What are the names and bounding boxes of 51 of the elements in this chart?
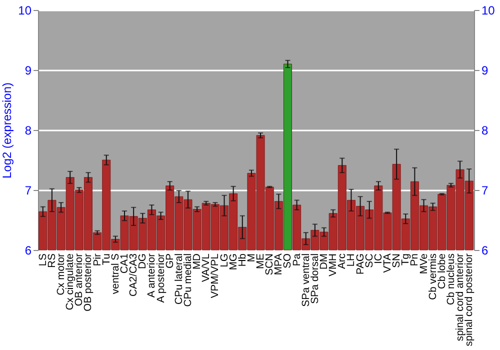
x-tick-label: CPu medial xyxy=(182,254,194,307)
x-tick-label: RS xyxy=(46,253,58,268)
x-tick-label: Cb nucleus xyxy=(446,254,457,306)
x-tick-label: DM xyxy=(319,254,330,270)
x-tick-label: Tu xyxy=(101,253,112,266)
x-tick-label: OB posterior xyxy=(83,252,94,312)
y2-tick-label: 6 xyxy=(482,244,488,258)
x-tick-label: Hb xyxy=(237,253,248,267)
y-tick-label: 10 xyxy=(18,4,32,18)
x-tick-label: spinal cord posterior xyxy=(464,252,476,346)
x-tick-label: OB anterior xyxy=(74,252,86,306)
y2-tick-label: 7 xyxy=(482,184,488,198)
y-axis-title: Log2 (expression) xyxy=(0,82,14,179)
x-tick-label: SC xyxy=(364,252,376,268)
x-tick-label: spinal cord anterior xyxy=(455,252,466,342)
x-tick-label: Cb vermis xyxy=(428,254,439,300)
x-tick-label: PAG xyxy=(355,254,366,274)
x-tick-label: IC xyxy=(373,252,384,264)
x-tick-label: Pir xyxy=(92,252,104,266)
y-tick-label: 7 xyxy=(24,184,32,198)
x-tick-label: MVe xyxy=(418,253,430,274)
y2-tick-label: 9 xyxy=(482,64,488,78)
x-tick-label: SPa ventral xyxy=(300,254,312,307)
x-tick-label: VMH xyxy=(328,254,340,276)
x-tick-label: SN xyxy=(392,254,403,268)
y-tick-label: 8 xyxy=(24,124,32,138)
x-tick-label: LH xyxy=(346,254,358,267)
x-tick-label: CPu lateral xyxy=(174,254,185,304)
x-tick-label: SO xyxy=(282,254,294,268)
x-tick-label: MG xyxy=(228,254,240,270)
x-tick-label: Cb lobe xyxy=(436,253,448,289)
x-tick-label: DG xyxy=(138,254,149,269)
x-tick-label: LS xyxy=(38,253,49,266)
x-tick-label: A anterior xyxy=(146,252,158,298)
x-tick-label: VTA xyxy=(382,253,394,273)
x-tick-label: LG xyxy=(219,254,230,268)
y-tick-label: 9 xyxy=(24,64,32,78)
x-tick-label: Arc xyxy=(337,254,348,269)
x-tick-label: Pa xyxy=(292,253,303,266)
x-tick-label: SPa dorsal xyxy=(310,254,321,304)
x-tick-label: A posterior xyxy=(156,252,167,303)
y2-tick-label: 8 xyxy=(482,124,488,138)
y-tick-label: 6 xyxy=(24,244,32,258)
x-tick-label: ventral S xyxy=(110,253,122,294)
x-tick-label: GP xyxy=(164,253,176,268)
x-tick-label: VPM/VPL xyxy=(210,253,222,298)
x-tick-label: SCN xyxy=(264,254,276,276)
x-tick-label: Tg xyxy=(400,253,412,266)
x-tick-label: M xyxy=(246,254,258,262)
y2-tick-label: 10 xyxy=(482,4,496,18)
x-tick-label: Pn xyxy=(410,253,421,266)
